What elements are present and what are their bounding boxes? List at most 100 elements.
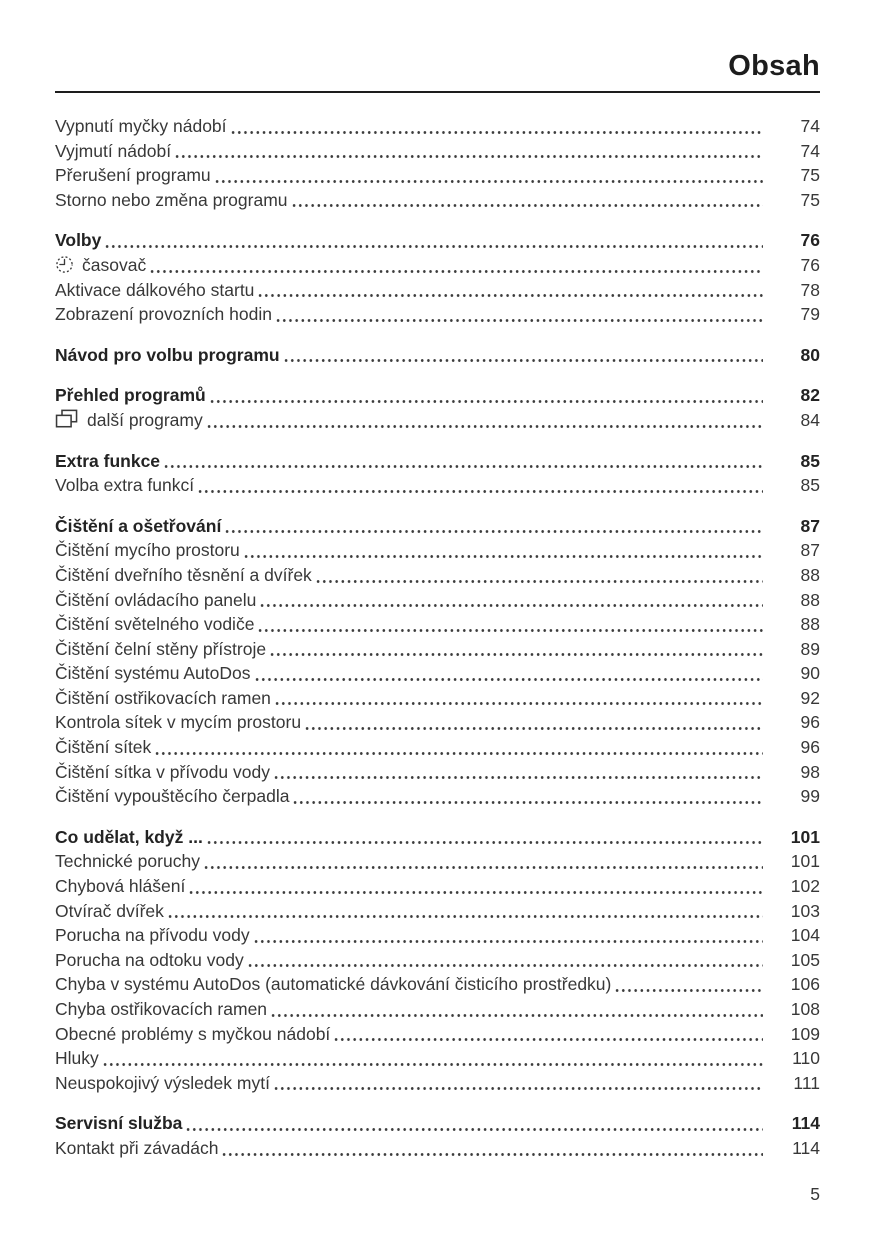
- toc-entry[interactable]: Vyjmutí nádobí 74: [55, 139, 820, 164]
- toc-entry-text: Čištění sítka v přívodu vody: [55, 761, 270, 782]
- toc-entry-page: 87: [800, 540, 820, 561]
- toc-entry-text: Obecné problémy s myčkou nádobí: [55, 1023, 331, 1044]
- toc-entry-page: 96: [800, 737, 820, 758]
- toc-entry[interactable]: Obecné problémy s myčkou nádobí 109: [55, 1022, 820, 1047]
- toc-entry[interactable]: Zobrazení provozních hodin 79: [55, 302, 820, 327]
- toc-entry[interactable]: Čištění vypouštěcího čerpadla 99: [55, 784, 820, 809]
- toc-entry[interactable]: Čištění dveřního těsnění a dvířek 88: [55, 563, 820, 588]
- toc-entry[interactable]: Přerušení programu 75: [55, 163, 820, 188]
- toc-entry-page: 76: [800, 254, 820, 275]
- toc-entry-text: Volba extra funkcí: [55, 475, 195, 496]
- toc-entry-page: 114: [792, 1137, 820, 1158]
- toc-entry[interactable]: Volba extra funkcí 85: [55, 473, 820, 498]
- toc-entry-page: 78: [800, 279, 820, 300]
- toc-entry-label: Chybová hlášení: [55, 874, 185, 899]
- leader-dots: [205, 840, 763, 846]
- toc-entry-text: Neuspokojivý výsledek mytí: [55, 1072, 270, 1093]
- toc-entry-text: Čištění vypouštěcího čerpadla: [55, 786, 290, 807]
- leader-dots: [163, 464, 763, 470]
- toc-entry-text: Aktivace dálkového startu: [55, 279, 255, 300]
- toc-entry-label: Otvírač dvířek: [55, 899, 164, 924]
- toc-entry-page: 101: [790, 851, 820, 872]
- toc-entry[interactable]: Čištění čelní stěny přístroje 89: [55, 637, 820, 662]
- toc-entry[interactable]: Otvírač dvířek 103: [55, 899, 820, 924]
- toc-entry[interactable]: Čištění ovládacího panelu 88: [55, 588, 820, 613]
- toc-entry-text: Hluky: [55, 1048, 99, 1069]
- toc-entry[interactable]: Volby 76: [55, 228, 820, 253]
- toc-entry-label: časovač: [55, 253, 146, 278]
- toc-entry[interactable]: Porucha na odtoku vody 105: [55, 948, 820, 973]
- toc-group: Co udělat, když ... 101 Technické poruchy 1…: [55, 825, 820, 1096]
- toc-entry[interactable]: Porucha na přívodu vody 104: [55, 923, 820, 948]
- toc-entry-page: 108: [790, 999, 820, 1019]
- leader-dots: [174, 154, 763, 160]
- toc-entry[interactable]: další programy 84: [55, 408, 820, 433]
- toc-entry[interactable]: Čištění sítek 96: [55, 735, 820, 760]
- toc-entry[interactable]: Návod pro volbu programu 80: [55, 343, 820, 368]
- header-rule: [55, 91, 820, 93]
- toc-entry-text: Otvírač dvířek: [55, 900, 164, 921]
- toc-entry[interactable]: Kontakt při závadách 114: [55, 1136, 820, 1161]
- toc-entry[interactable]: Kontrola sítek v mycím prostoru 96: [55, 710, 820, 735]
- toc-entry[interactable]: Chyba ostřikovacích ramen 108: [55, 997, 820, 1022]
- page-title: Obsah: [728, 50, 820, 82]
- toc-entry-label: Vypnutí myčky nádobí: [55, 114, 227, 139]
- toc-entry[interactable]: Přehled programů 82: [55, 383, 820, 408]
- toc-entry-label: další programy: [55, 408, 203, 433]
- toc-entry[interactable]: Co udělat, když ... 101: [55, 825, 820, 850]
- toc-entry[interactable]: Aktivace dálkového startu 78: [55, 278, 820, 303]
- toc-entry[interactable]: Čištění sítka v přívodu vody 98: [55, 760, 820, 785]
- toc-entry-text: Čištění ovládacího panelu: [55, 589, 257, 610]
- toc-entry-page: 88: [800, 564, 820, 585]
- toc-entry-page: 89: [800, 638, 820, 659]
- toc-entry-label: Kontakt při závadách: [55, 1136, 218, 1161]
- toc-entry-label: Čištění dveřního těsnění a dvířek: [55, 563, 312, 588]
- toc-entry[interactable]: časovač 76: [55, 253, 820, 278]
- leader-dots: [149, 268, 763, 274]
- toc-entry-text: Kontrola sítek v mycím prostoru: [55, 712, 302, 733]
- toc-entry[interactable]: Servisní služba 114: [55, 1111, 820, 1136]
- toc-entry[interactable]: Neuspokojivý výsledek mytí 111: [55, 1071, 820, 1096]
- toc-entry[interactable]: Vypnutí myčky nádobí 74: [55, 114, 820, 139]
- toc-entry-label: Čištění vypouštěcího čerpadla: [55, 784, 289, 809]
- toc-entry[interactable]: Čištění ostřikovacích ramen 92: [55, 686, 820, 711]
- toc-entry[interactable]: Čištění světelného vodiče 88: [55, 612, 820, 637]
- toc-entry-text: Technické poruchy: [55, 851, 200, 872]
- toc-entry-page: 79: [800, 304, 820, 325]
- leader-dots: [197, 488, 763, 494]
- toc-entry-page: 99: [800, 786, 820, 807]
- toc-entry-page: 114: [791, 1113, 820, 1134]
- toc-entry-page: 111: [793, 1072, 820, 1093]
- toc-entry[interactable]: Hluky 110: [55, 1046, 820, 1071]
- toc-entry[interactable]: Chyba v systému AutoDos (automatické dáv…: [55, 972, 820, 997]
- toc-entry-text: Čištění a ošetřování: [55, 515, 222, 536]
- toc-entry-text: Chybová hlášení: [55, 876, 186, 897]
- toc-entry[interactable]: Extra funkce 85: [55, 449, 820, 474]
- toc-entry-page: 92: [800, 687, 820, 708]
- toc-entry[interactable]: Chybová hlášení 102: [55, 874, 820, 899]
- toc-group: Volby 76 časovač 76 Aktivace dálkového start…: [55, 228, 820, 326]
- leader-dots: [154, 750, 763, 756]
- toc-entry[interactable]: Čištění systému AutoDos 90: [55, 661, 820, 686]
- toc-entry[interactable]: Čištění mycího prostoru 87: [55, 538, 820, 563]
- toc-entry[interactable]: Storno nebo změna programu 75: [55, 188, 820, 213]
- toc-entry-label: Chyba ostřikovacích ramen: [55, 997, 267, 1022]
- toc-entry-label: Čištění ostřikovacích ramen: [55, 686, 271, 711]
- toc-entry-label: Obecné problémy s myčkou nádobí: [55, 1022, 330, 1047]
- toc-entry-text: Čištění světelného vodiče: [55, 614, 255, 635]
- toc-entry[interactable]: Čištění a ošetřování 87: [55, 514, 820, 539]
- toc-entry-text: Čištění systému AutoDos: [55, 663, 251, 684]
- toc-entry-label: Zobrazení provozních hodin: [55, 302, 272, 327]
- toc-entry[interactable]: Technické poruchy 101: [55, 849, 820, 874]
- leader-dots: [229, 129, 763, 135]
- toc-entry-text: Porucha na přívodu vody: [55, 925, 250, 946]
- programs-icon: [55, 408, 79, 433]
- toc-entry-text: Kontakt při závadách: [55, 1137, 219, 1158]
- toc-entry-page: 85: [800, 475, 820, 496]
- toc-entry-label: Volby: [55, 228, 101, 253]
- leader-dots: [614, 988, 763, 993]
- leader-dots: [253, 676, 763, 682]
- leader-dots: [104, 243, 763, 249]
- toc-entry-page: 87: [800, 515, 820, 536]
